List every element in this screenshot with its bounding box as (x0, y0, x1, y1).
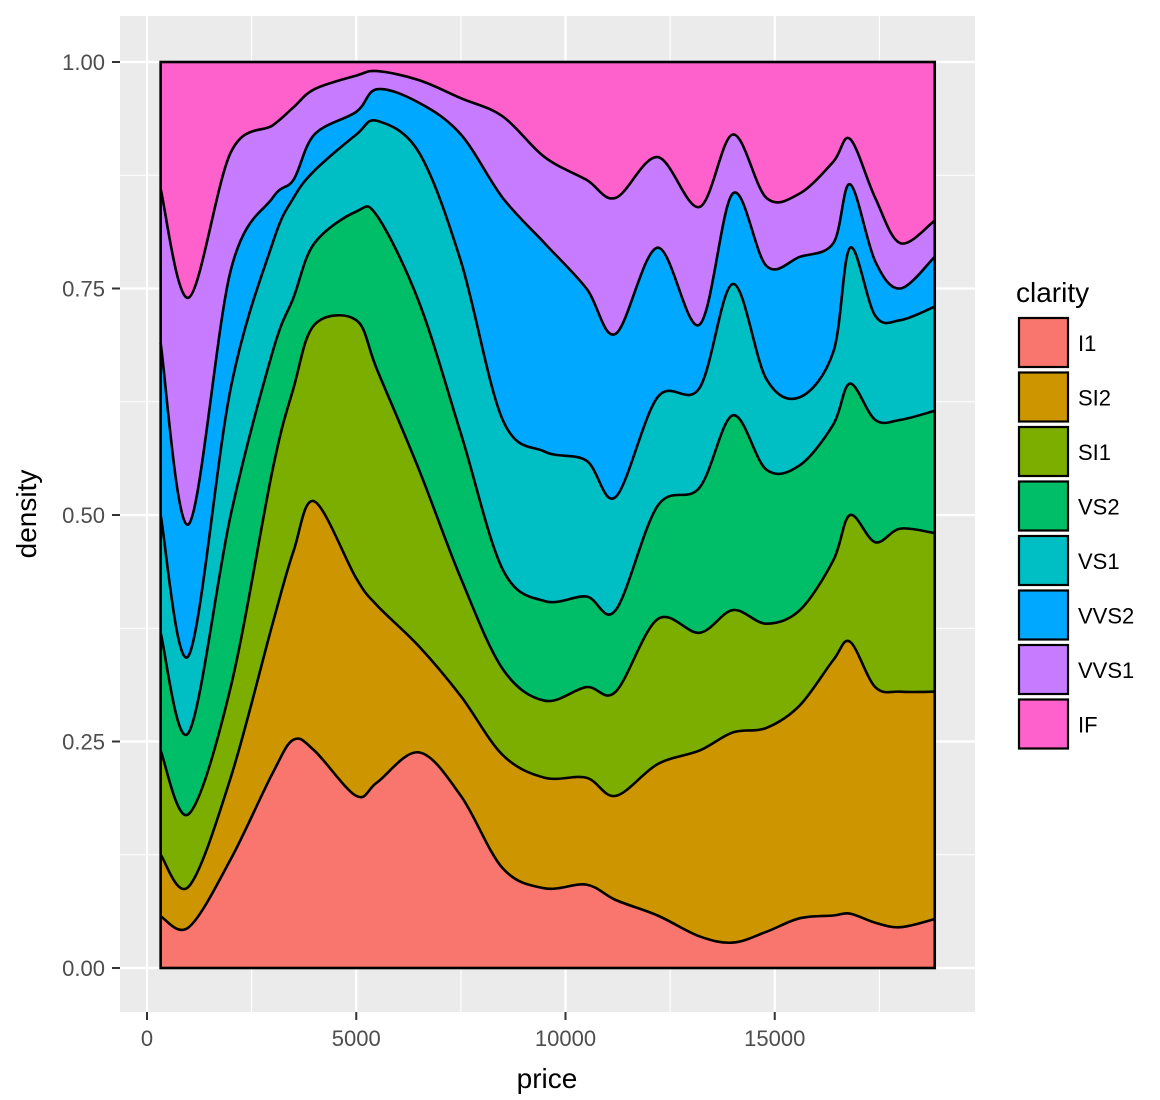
area-vvs1 (160, 70, 935, 525)
y-tick-label: 0.00 (62, 956, 105, 981)
legend: clarity I1 SI2 SI1 VS2 VS1 VVS2 VVS1 IF (1016, 277, 1134, 750)
boundary-line (159, 69, 936, 299)
legend-key-si1 (1017, 425, 1070, 478)
x-tick-label: 5000 (332, 1026, 381, 1051)
y-tick-label: 0.50 (62, 503, 105, 528)
boundary-line (159, 499, 935, 891)
legend-key-i1 (1017, 316, 1070, 369)
area-vs1 (160, 120, 935, 735)
legend-label-if: IF (1078, 713, 1098, 738)
boundary-line (159, 118, 936, 659)
legend-label-i1: I1 (1078, 331, 1096, 356)
y-axis-title: density (11, 470, 42, 559)
area-outline (159, 60, 937, 970)
boundary-line (159, 314, 935, 817)
legend-label-si1: SI1 (1078, 440, 1111, 465)
legend-title: clarity (1016, 277, 1089, 308)
legend-key-vvs2 (1017, 589, 1070, 641)
legend-label-vvs1: VVS1 (1078, 658, 1134, 683)
x-tick-label: 15000 (744, 1026, 805, 1051)
boundary-line (159, 87, 936, 526)
density-boundary-lines (159, 60, 937, 970)
area-si2 (160, 500, 935, 943)
x-tick-label: 0 (141, 1026, 153, 1051)
x-tick-label: 10000 (535, 1026, 596, 1051)
legend-label-vs2: VS2 (1078, 495, 1120, 520)
boundary-line (159, 737, 936, 945)
y-axis: 0.00 0.25 0.50 0.75 1.00 (62, 50, 120, 981)
boundary-line (159, 205, 936, 737)
x-axis: 0 5000 10000 15000 (141, 1012, 805, 1051)
area-if (160, 62, 935, 298)
y-tick-label: 0.75 (62, 277, 105, 302)
legend-key-vvs1 (1017, 643, 1070, 696)
legend-label-vvs2: VVS2 (1078, 604, 1134, 629)
area-si1 (160, 315, 935, 890)
legend-key-si2 (1017, 371, 1070, 423)
x-axis-title: price (517, 1063, 578, 1094)
area-vs2 (160, 206, 935, 816)
legend-key-if (1017, 698, 1070, 750)
legend-key-vs1 (1017, 534, 1070, 587)
legend-key-vs2 (1017, 480, 1070, 532)
legend-label-vs1: VS1 (1078, 549, 1120, 574)
y-tick-label: 1.00 (62, 50, 105, 75)
y-tick-label: 0.25 (62, 730, 105, 755)
area-vvs2 (160, 89, 935, 658)
density-areas (160, 62, 935, 968)
legend-label-si2: SI2 (1078, 386, 1111, 411)
